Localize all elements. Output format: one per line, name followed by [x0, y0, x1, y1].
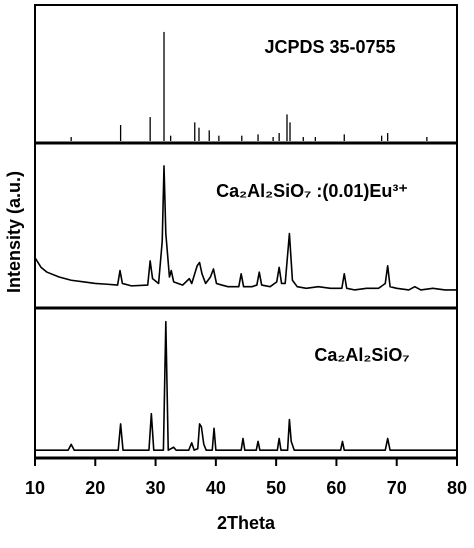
x-tick-label: 40: [206, 478, 226, 498]
x-tick-label: 50: [266, 478, 286, 498]
xrd-pattern: [34, 165, 457, 291]
x-tick-label: 60: [326, 478, 346, 498]
x-tick-label: 10: [25, 478, 45, 498]
xrd-pattern: [35, 320, 457, 451]
x-tick-label: 30: [146, 478, 166, 498]
x-tick-label: 80: [447, 478, 467, 498]
x-tick-label: 20: [85, 478, 105, 498]
x-tick-label: 70: [387, 478, 407, 498]
y-axis-label: Intensity (a.u.): [4, 171, 24, 293]
frame: [34, 4, 458, 459]
x-axis-label: 2Theta: [217, 513, 276, 533]
annotation: Ca₂Al₂SiO₇: [314, 345, 409, 365]
annotation: Ca₂Al₂SiO₇ :(0.01)Eu³⁺: [216, 181, 408, 201]
annotation: JCPDS 35-0755: [264, 37, 395, 57]
